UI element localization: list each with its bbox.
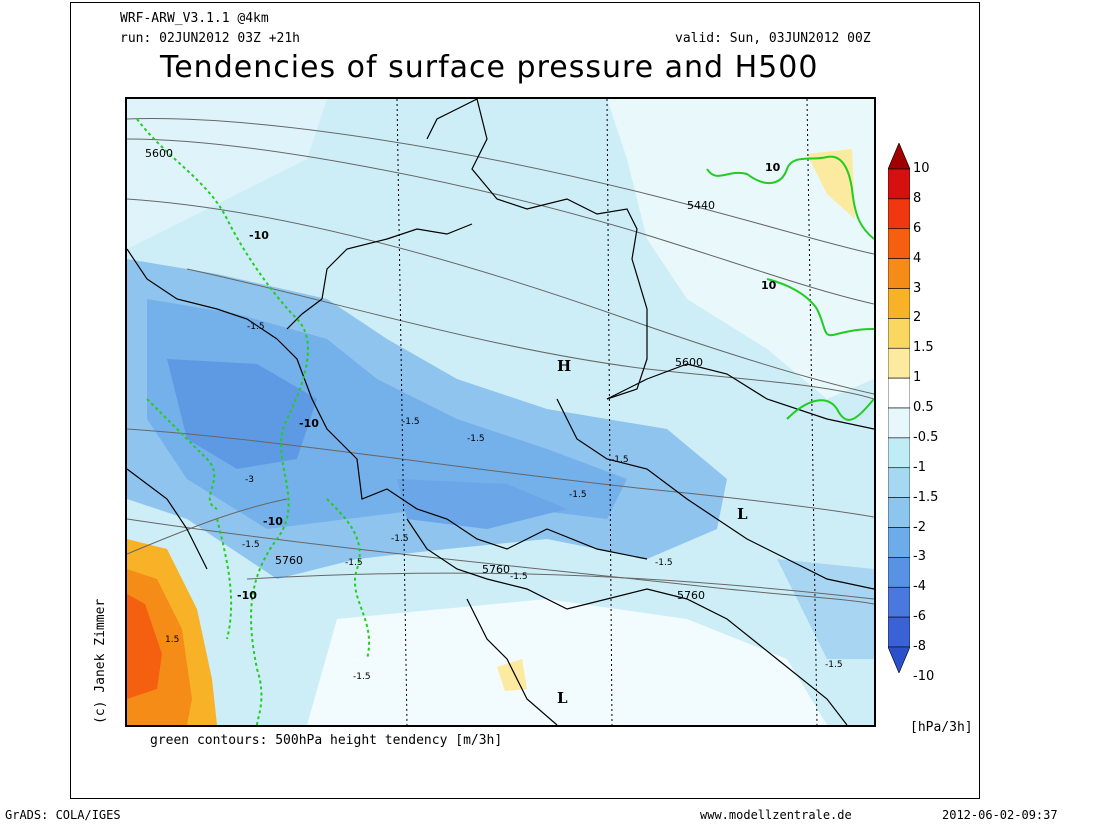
pressure-label: -1.5 [467, 434, 485, 444]
height-tendency-label: -10 [237, 589, 257, 602]
colorbar-units: [hPa/3h] [910, 720, 973, 735]
colorbar-level-label: -10 [913, 668, 935, 684]
colorbar-level-label: 3 [913, 280, 922, 296]
valid-label: valid: Sun, 03JUN2012 00Z [675, 31, 871, 46]
pressure-label: -1.5 [569, 490, 587, 500]
fill-band-core-west [167, 359, 317, 469]
colorbar-level-label: 6 [913, 220, 922, 236]
h500-label: 5440 [687, 199, 715, 212]
software-label: GrADS: COLA/IGES [5, 808, 121, 822]
website-link[interactable]: www.modellzentrale.de [700, 808, 852, 822]
h500-label: 5760 [482, 563, 510, 576]
pressure-label: -1.5 [510, 572, 528, 582]
model-label: WRF-ARW_V3.1.1 @4km [120, 11, 269, 26]
pressure-label: -3 [245, 475, 254, 485]
pressure-label: -1.5 [825, 660, 843, 670]
coastlines-borders [127, 99, 874, 725]
height-tendency-labels: -10 -10 -10 -10 10 10 [237, 161, 781, 602]
colorbar-level-label: 0.5 [913, 400, 934, 415]
colorbar-level-label: 8 [913, 190, 922, 206]
colorbar-swatch [888, 467, 910, 498]
height-tendency-label: -10 [249, 229, 269, 242]
colorbar-swatch [888, 168, 910, 200]
h500-labels: 5600 5440 5600 5760 5760 5760 [145, 147, 715, 602]
height-tendency-dashed [136, 118, 370, 725]
colorbar-swatch [888, 557, 910, 588]
colorbar-swatch [888, 527, 910, 558]
colorbar-swatch [888, 228, 910, 259]
colorbar-swatch [888, 497, 910, 528]
height-tendency-solid [706, 155, 874, 421]
chart-title: Tendencies of surface pressure and H500 [160, 50, 819, 85]
fill-neutral-nw [127, 99, 327, 249]
colorbar-swatch [888, 377, 910, 409]
colorbar-cap-bottom [888, 646, 910, 673]
fill-warm-ne [807, 149, 855, 219]
colorbar-level-label: -0.5 [913, 429, 939, 445]
height-tendency-label: 10 [765, 161, 781, 174]
colorbar-swatch [888, 258, 910, 289]
colorbar-swatch [888, 616, 910, 648]
colorbar-level-label: -8 [913, 639, 926, 654]
pressure-label: -1.5 [242, 540, 260, 550]
fill-band-mid [147, 299, 627, 529]
fill-neutral-ne [607, 99, 874, 399]
pressure-label: -1.5 [402, 417, 420, 427]
colorbar-level-label: -2 [913, 519, 926, 535]
h500-label: 5760 [275, 554, 303, 567]
h500-label: 5600 [145, 147, 173, 160]
low-label: L [737, 505, 748, 523]
colorbar-swatch [888, 318, 910, 349]
colorbar-level-label: -4 [913, 579, 926, 595]
colorbar-swatch [888, 288, 910, 319]
timestamp-label: 2012-06-02-09:37 [942, 808, 1058, 822]
h500-label: 5600 [675, 356, 703, 369]
colorbar-swatch [888, 347, 910, 379]
pressure-label: -1.5 [353, 672, 371, 682]
colorbar-level-label: 10 [913, 161, 930, 176]
height-tendency-label: -10 [299, 417, 319, 430]
pressure-label: -1.5 [611, 455, 629, 465]
colorbar-level-label: 4 [913, 250, 922, 266]
colorbar-level-label: 1 [913, 370, 922, 386]
fill-neutral-south [307, 599, 827, 725]
pressure-tendency-labels: -1.5 -1.5 -1.5 -1.5 -1.5 -1.5 -1.5 -1.5 … [165, 322, 843, 682]
colorbar-swatch [888, 586, 910, 618]
high-label: H [557, 357, 571, 375]
pressure-label: -1.5 [391, 534, 409, 544]
pressure-label: -1.5 [345, 558, 363, 568]
h500-contours [127, 118, 874, 605]
colorbar-level-label: 1.5 [913, 340, 934, 356]
colorbar-level-label: -3 [913, 549, 926, 565]
colorbar [888, 143, 910, 673]
credit-label: (c) Janek Zimmer [93, 598, 108, 724]
colorbar-level-label: 2 [913, 310, 922, 326]
colorbar-swatch [888, 407, 910, 439]
height-tendency-label: 10 [761, 279, 777, 292]
colorbar-swatch [888, 437, 910, 469]
run-label: run: 02JUN2012 03Z +21h [120, 31, 301, 46]
weather-map: H L L 5600 5440 5600 5760 5760 5760 -1.5… [125, 97, 876, 727]
fill-warm-core [127, 594, 162, 699]
pressure-label: 1.5 [165, 635, 179, 645]
plot-frame [70, 2, 980, 799]
low-label: L [557, 689, 568, 707]
colorbar-level-label: -6 [913, 609, 926, 625]
grid-meridians [396, 99, 818, 725]
colorbar-swatch [888, 198, 910, 230]
h500-label: 5760 [677, 589, 705, 602]
pressure-label: -1.5 [655, 558, 673, 568]
legend-note: green contours: 500hPa height tendency [… [150, 733, 503, 748]
colorbar-level-label: -1 [913, 459, 926, 475]
colorbar-cap-top [888, 143, 910, 170]
pressure-label: -1.5 [247, 322, 265, 332]
height-tendency-label: -10 [263, 515, 283, 528]
colorbar-level-label: -1.5 [913, 489, 939, 505]
